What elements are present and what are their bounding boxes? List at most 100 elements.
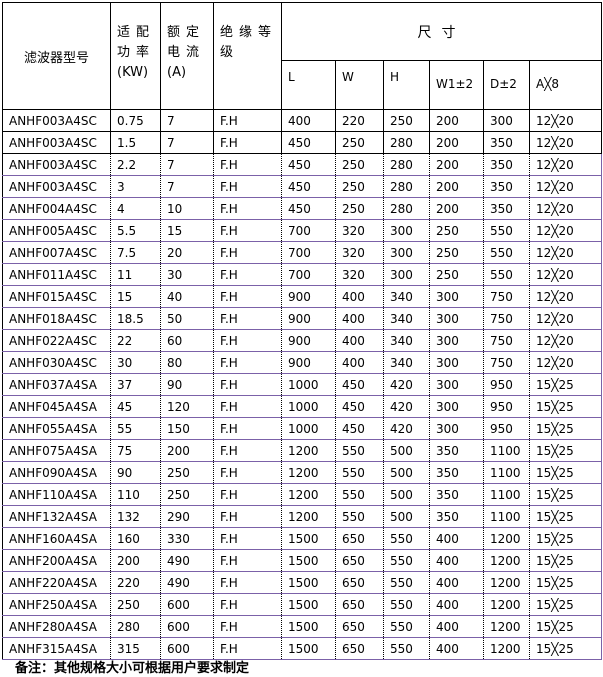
table-cell: 900 (281, 307, 336, 330)
table-cell: 550 (335, 483, 384, 506)
table-cell: 300 (429, 417, 484, 440)
table-cell: 750 (483, 307, 530, 330)
table-cell: 400 (335, 329, 384, 352)
table-cell: 220 (335, 109, 384, 132)
table-cell: 200 (110, 549, 161, 572)
table-row: ANHF007A4SC 7.5 20 F.H 700 320 300 250 550 12╳20 (2, 241, 602, 264)
table-cell: ANHF022A4SC (2, 329, 111, 352)
table-cell: 7 (160, 153, 214, 176)
table-cell: F.H (213, 109, 282, 132)
table-cell: 900 (281, 329, 336, 352)
table-row: ANHF003A4SC 3 7 F.H 450 250 280 200 350 12╳20 (2, 175, 602, 198)
table-cell: ANHF003A4SC (2, 175, 111, 198)
table-cell: 1.5 (110, 131, 161, 154)
table-cell: 15 (110, 285, 161, 308)
table-cell: F.H (213, 417, 282, 440)
table-row: ANHF011A4SC 11 30 F.H 700 320 300 250 550 12╳20 (2, 263, 602, 286)
table-cell: 15╳25 (529, 549, 602, 572)
table-cell: ANHF090A4SA (2, 461, 111, 484)
table-cell: 280 (383, 197, 430, 220)
table-cell: 420 (383, 373, 430, 396)
table-cell: 250 (335, 175, 384, 198)
table-cell: ANHF003A4SC (2, 109, 111, 132)
header-current-unit: (A) (167, 65, 187, 80)
table-cell: 12╳20 (529, 241, 602, 264)
table-cell: 300 (429, 351, 484, 374)
table-cell: 500 (383, 439, 430, 462)
table-cell: ANHF011A4SC (2, 263, 111, 286)
table-cell: 18.5 (110, 307, 161, 330)
table-cell: 12╳20 (529, 307, 602, 330)
table-cell: F.H (213, 615, 282, 638)
table-cell: ANHF315A4SA (2, 637, 111, 660)
table-cell: 450 (281, 153, 336, 176)
table-cell: 420 (383, 395, 430, 418)
table-cell: 55 (110, 417, 161, 440)
table-cell: 1200 (281, 505, 336, 528)
table-row: ANHF015A4SC 15 40 F.H 900 400 340 300 750 12╳20 (2, 285, 602, 308)
table-cell: 15╳25 (529, 439, 602, 462)
table-row: ANHF003A4SC 0.75 7 F.H 400 220 250 200 300 12╳20 (2, 109, 602, 132)
table-cell: 340 (383, 329, 430, 352)
table-cell: 650 (335, 549, 384, 572)
table-row: ANHF005A4SC 5.5 15 F.H 700 320 300 250 550 12╳20 (2, 219, 602, 242)
table-cell: ANHF250A4SA (2, 593, 111, 616)
table-cell: 12╳20 (529, 219, 602, 242)
table-cell: 550 (335, 439, 384, 462)
table-cell: 700 (281, 219, 336, 242)
table-cell: 490 (160, 571, 214, 594)
header-dim-w: W (335, 60, 384, 110)
header-insulation: 绝缘等级 (213, 2, 282, 110)
table-cell: ANHF018A4SC (2, 307, 111, 330)
table-cell: 320 (335, 241, 384, 264)
table-cell: 15╳25 (529, 417, 602, 440)
table-cell: 15╳25 (529, 373, 602, 396)
table-cell: 400 (429, 571, 484, 594)
table-row: ANHF037A4SA 37 90 F.H 1000 450 420 300 950 15╳25 (2, 373, 602, 396)
table-cell: ANHF055A4SA (2, 417, 111, 440)
table-cell: 350 (429, 505, 484, 528)
table-cell: 250 (160, 483, 214, 506)
table-cell: 12╳20 (529, 153, 602, 176)
table-cell: 290 (160, 505, 214, 528)
header-current-label: 额定电流 (167, 25, 206, 60)
table-cell: 550 (383, 593, 430, 616)
table-cell: F.H (213, 461, 282, 484)
table-cell: 350 (483, 153, 530, 176)
table-cell: 30 (110, 351, 161, 374)
table-cell: 350 (429, 483, 484, 506)
table-cell: 300 (429, 373, 484, 396)
table-cell: 700 (281, 241, 336, 264)
table-cell: 15╳25 (529, 395, 602, 418)
table-cell: 900 (281, 351, 336, 374)
table-cell: 1000 (281, 417, 336, 440)
table-cell: 650 (335, 593, 384, 616)
table-cell: 400 (335, 351, 384, 374)
table-row: ANHF090A4SA 90 250 F.H 1200 550 500 350 1100 15╳2… (2, 461, 602, 484)
table-cell: 300 (383, 219, 430, 242)
table-cell: 12╳20 (529, 351, 602, 374)
table-cell: 1500 (281, 549, 336, 572)
table-cell: 330 (160, 527, 214, 550)
table-row: ANHF280A4SA 280 600 F.H 1500 650 550 400 1200 15╳… (2, 615, 602, 638)
table-cell: 400 (429, 593, 484, 616)
table-cell: 400 (335, 307, 384, 330)
header-dim-w1: W1±2 (429, 60, 484, 110)
table-cell: 550 (335, 505, 384, 528)
table-cell: ANHF015A4SC (2, 285, 111, 308)
table-cell: 0.75 (110, 109, 161, 132)
table-cell: 1500 (281, 615, 336, 638)
table-cell: 250 (335, 131, 384, 154)
table-cell: 550 (483, 263, 530, 286)
table-cell: 400 (429, 527, 484, 550)
table-cell: 1200 (483, 593, 530, 616)
table-row: ANHF160A4SA 160 330 F.H 1500 650 550 400 1200 15╳… (2, 527, 602, 550)
table-cell: 400 (281, 109, 336, 132)
table-cell: 90 (160, 373, 214, 396)
table-cell: 12╳20 (529, 263, 602, 286)
table-cell: 350 (429, 461, 484, 484)
table-cell: 280 (383, 131, 430, 154)
table-cell: 50 (160, 307, 214, 330)
table-cell: 15╳25 (529, 505, 602, 528)
table-cell: 1100 (483, 483, 530, 506)
